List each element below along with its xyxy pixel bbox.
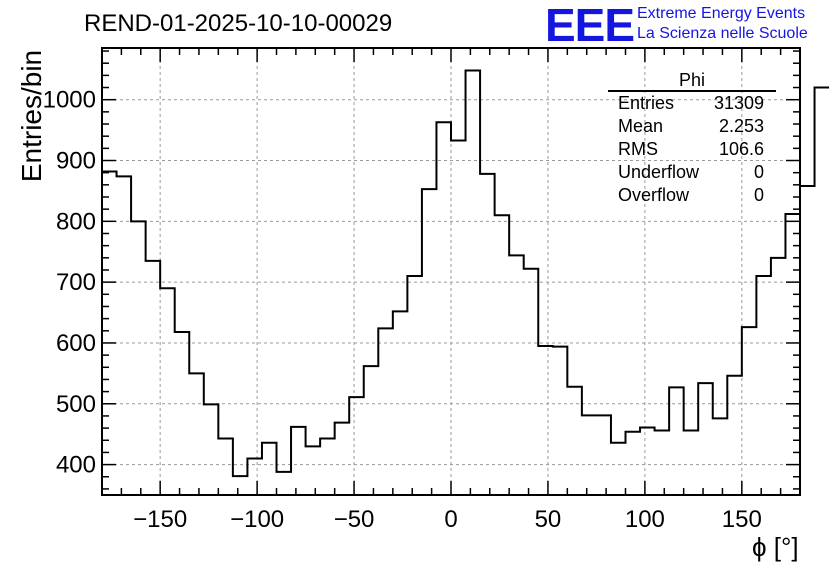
- x-tick-labels: −150 −100 −50 0 50 100 150: [133, 506, 762, 533]
- axis-ticks: [101, 48, 801, 495]
- stat-label: Mean: [618, 116, 664, 136]
- x-axis-label: ϕ [°]: [752, 532, 799, 562]
- y-axis-label: Entries/bin: [16, 49, 47, 183]
- stat-row-rms: RMS 106.6: [608, 138, 778, 161]
- stat-label: Overflow: [618, 185, 690, 205]
- y-tick-labels: 400 500 600 700 800 900 1000: [43, 87, 96, 479]
- stat-value: 106.6: [718, 139, 764, 159]
- x-tick-label: 100: [625, 506, 665, 533]
- logo-subtitle-1: Extreme Energy Events: [637, 5, 806, 22]
- stats-box: Phi Entries 31309 Mean 2.253 RMS 106.6 U…: [608, 70, 778, 207]
- eee-logo: EEE: [545, 0, 635, 51]
- y-tick-label: 1000: [43, 87, 96, 114]
- x-tick-label: −150: [133, 506, 187, 533]
- stat-value: 2.253: [718, 116, 764, 136]
- y-tick-label: 500: [56, 391, 96, 418]
- x-tick-label: 0: [444, 506, 457, 533]
- stat-row-entries: Entries 31309: [608, 92, 778, 115]
- x-tick-label: 50: [535, 506, 562, 533]
- x-tick-label: −50: [334, 506, 375, 533]
- stat-row-mean: Mean 2.253: [608, 115, 778, 138]
- stat-label: Underflow: [618, 162, 700, 182]
- stat-label: RMS: [618, 139, 658, 159]
- y-tick-label: 400: [56, 452, 96, 479]
- y-tick-label: 700: [56, 269, 96, 296]
- chart-title: REND-01-2025-10-10-00029: [84, 10, 393, 37]
- stats-title: Phi: [608, 70, 776, 92]
- stat-row-underflow: Underflow 0: [608, 161, 778, 184]
- stat-label: Entries: [618, 93, 675, 113]
- y-tick-label: 800: [56, 208, 96, 235]
- histogram-series: [102, 69, 830, 478]
- logo-subtitle-2: La Scienza nelle Scuole: [637, 25, 808, 42]
- stat-value: 0: [753, 162, 764, 182]
- y-tick-label: 600: [56, 330, 96, 357]
- stat-value: 0: [753, 185, 764, 205]
- x-tick-label: 150: [722, 506, 762, 533]
- stat-value: 31309: [713, 93, 764, 113]
- x-tick-label: −100: [230, 506, 284, 533]
- stat-row-overflow: Overflow 0: [608, 184, 778, 207]
- y-tick-label: 900: [56, 148, 96, 175]
